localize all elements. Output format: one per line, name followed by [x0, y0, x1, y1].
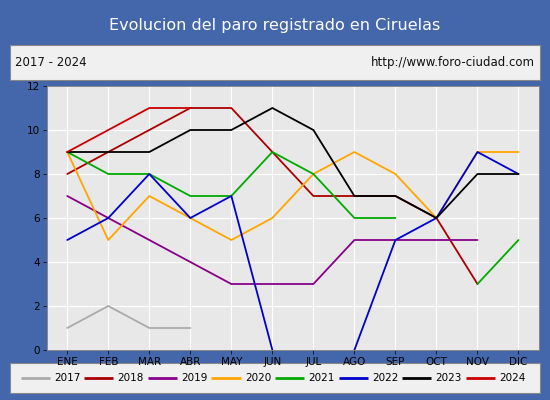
Text: 2023: 2023 — [436, 373, 462, 383]
Text: 2019: 2019 — [181, 373, 207, 383]
Text: 2020: 2020 — [245, 373, 271, 383]
Text: 2021: 2021 — [309, 373, 335, 383]
Text: 2024: 2024 — [499, 373, 526, 383]
Text: 2018: 2018 — [118, 373, 144, 383]
Text: 2017 - 2024: 2017 - 2024 — [15, 56, 87, 69]
Text: Evolucion del paro registrado en Ciruelas: Evolucion del paro registrado en Ciruela… — [109, 18, 441, 33]
Text: 2022: 2022 — [372, 373, 398, 383]
Text: http://www.foro-ciudad.com: http://www.foro-ciudad.com — [371, 56, 535, 69]
Text: 2017: 2017 — [54, 373, 80, 383]
